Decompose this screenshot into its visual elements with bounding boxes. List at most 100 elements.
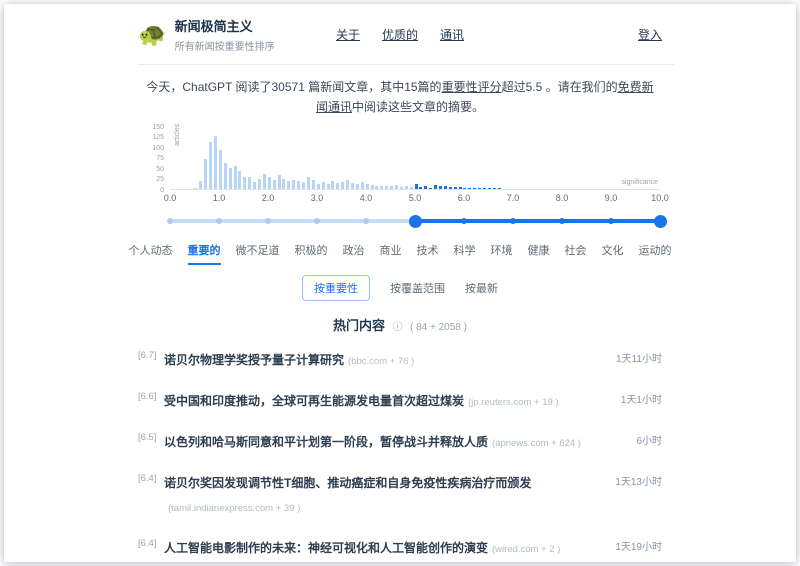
histogram-bar	[194, 187, 198, 189]
site-title: 新闻极简主义	[174, 19, 253, 34]
intro-segment-2: 超过5.5 。请在我们的	[501, 80, 618, 94]
histogram-bar	[453, 186, 457, 189]
section-count: ( 84 + 2058 )	[409, 321, 467, 333]
news-list: [6.7] 诺贝尔物理学奖授予量子计算研究 (bbc.com + 76 ) 1天11小…	[138, 348, 662, 562]
section-title: 热门内容	[333, 317, 386, 333]
nav-link-0[interactable]: 关于	[335, 28, 360, 42]
x-tick-9: 9.0	[604, 192, 618, 203]
histogram-bar	[492, 187, 496, 189]
slider-dot-0	[167, 217, 173, 224]
intro-segment-4: 中阅读这些文章的摘要。	[352, 99, 485, 114]
sort-option-0[interactable]: 按重要性	[302, 274, 370, 301]
histogram-bar	[380, 185, 384, 189]
histogram-bar	[297, 180, 301, 189]
news-title[interactable]: 人工智能电影制作的未来：神经可视化和人工智能创作的演变	[164, 540, 489, 555]
histogram-bar	[409, 186, 413, 189]
histogram-bar	[243, 176, 247, 189]
histogram-bar	[399, 186, 403, 189]
histogram-bar	[306, 176, 310, 189]
category-tab-11[interactable]: 文化	[601, 244, 624, 257]
histogram-bar	[228, 167, 232, 189]
histogram-bar	[419, 186, 423, 189]
histogram-bar	[253, 181, 257, 189]
histogram-bar	[287, 180, 291, 189]
x-tick-4: 4.0	[359, 192, 373, 203]
histogram-bar	[360, 181, 364, 189]
histogram-bar	[302, 181, 306, 189]
news-title[interactable]: 受中国和印度推动，全球可再生能源发电量首次超过煤炭	[164, 393, 465, 408]
x-tick-10: 10.0	[651, 192, 669, 203]
y-tick-2: 100	[152, 144, 164, 152]
news-source[interactable]: (wired.com + 2 )	[492, 543, 561, 555]
histogram-bar	[487, 187, 491, 189]
histogram-bar	[209, 141, 213, 189]
histogram-bar	[473, 187, 477, 189]
category-tab-8[interactable]: 环境	[490, 244, 513, 257]
x-tick-3: 3.0	[310, 192, 324, 203]
news-source[interactable]: (jp.reuters.com + 19 )	[468, 396, 559, 408]
news-score: [6.4]	[138, 537, 157, 549]
slider-dot-9	[608, 217, 614, 224]
category-tab-6[interactable]: 技术	[416, 244, 439, 257]
significance-range-slider[interactable]	[167, 213, 667, 229]
histogram-bar	[385, 185, 389, 189]
slider-handle-10[interactable]	[653, 214, 667, 228]
brand[interactable]: 🐢 新闻极简主义 所有新闻按重要性排序	[138, 16, 336, 53]
histogram-bar	[463, 187, 467, 189]
category-tab-1[interactable]: 重要的	[187, 242, 221, 265]
nav-link-2[interactable]: 通讯	[440, 28, 465, 42]
nav-link-1[interactable]: 优质的	[382, 28, 419, 42]
histogram-bar	[468, 187, 472, 189]
histogram-bar	[350, 182, 354, 189]
news-body: 以色列和哈马斯同意和平计划第一阶段，暂停战斗并释放人质 (apnews.com +…	[164, 430, 636, 454]
news-source[interactable]: (bbc.com + 76 )	[348, 355, 415, 367]
slider-track-inactive[interactable]	[170, 218, 415, 223]
category-tab-3[interactable]: 积极的	[294, 244, 328, 257]
news-row: [6.4] 诺贝尔奖因发现调节性T细胞、推动癌症和自身免疫性疾病治疗而颁发 (tam…	[138, 471, 662, 519]
histogram-bar	[404, 185, 408, 189]
news-source[interactable]: (apnews.com + 624 )	[492, 437, 581, 449]
histogram-bar	[341, 181, 345, 189]
histogram-bar	[458, 186, 462, 189]
histogram-bar	[238, 170, 242, 189]
slider-track-active[interactable]	[415, 218, 660, 223]
histogram-bar	[326, 183, 330, 189]
login-link[interactable]: 登入	[638, 27, 663, 42]
category-tab-4[interactable]: 政治	[342, 244, 365, 257]
news-source[interactable]: (tamil.indianexpress.com + 39 )	[168, 502, 301, 514]
category-tab-10[interactable]: 社会	[564, 244, 587, 257]
slider-dot-7	[510, 217, 516, 224]
x-tick-6: 6.0	[457, 192, 471, 203]
news-title[interactable]: 以色列和哈马斯同意和平计划第一阶段，暂停战斗并释放人质	[164, 434, 489, 449]
news-score: [6.6]	[138, 390, 157, 402]
sort-option-1[interactable]: 按覆盖范围	[390, 282, 445, 295]
histogram-bar	[414, 183, 418, 189]
slider-dot-8	[559, 217, 565, 224]
news-title[interactable]: 诺贝尔物理学奖授予量子计算研究	[164, 352, 345, 367]
sort-option-2[interactable]: 按最新	[465, 282, 498, 295]
news-title[interactable]: 诺贝尔奖因发现调节性T细胞、推动癌症和自身免疫性疾病治疗而颁发	[164, 475, 532, 490]
category-tab-7[interactable]: 科学	[453, 244, 476, 257]
category-tab-5[interactable]: 商业	[379, 244, 402, 257]
category-tab-9[interactable]: 健康	[527, 244, 550, 257]
news-time: 1天13小时	[615, 476, 662, 488]
histogram-bar	[331, 180, 335, 189]
slider-dot-4	[363, 217, 369, 224]
info-icon[interactable]: ⓘ	[392, 321, 403, 333]
histogram-bar	[346, 179, 350, 189]
histogram-bar	[321, 181, 325, 189]
y-tick-6: 0	[160, 186, 164, 194]
histogram-bar	[223, 162, 227, 189]
histogram-bar	[248, 176, 252, 189]
category-tab-12[interactable]: 运动的	[638, 244, 672, 257]
category-tab-2[interactable]: 微不足道	[235, 244, 280, 257]
histogram-bar	[394, 184, 398, 189]
histogram-bar	[316, 183, 320, 189]
histogram-bar	[311, 179, 315, 189]
slider-handle-5[interactable]	[408, 214, 422, 228]
histogram-bar	[258, 178, 262, 189]
intro-link-3[interactable]: 免费新闻通讯	[315, 80, 654, 114]
intro-link-1[interactable]: 重要性评分	[441, 80, 502, 94]
histogram-bar	[277, 174, 281, 189]
category-tab-0[interactable]: 个人动态	[128, 244, 173, 257]
